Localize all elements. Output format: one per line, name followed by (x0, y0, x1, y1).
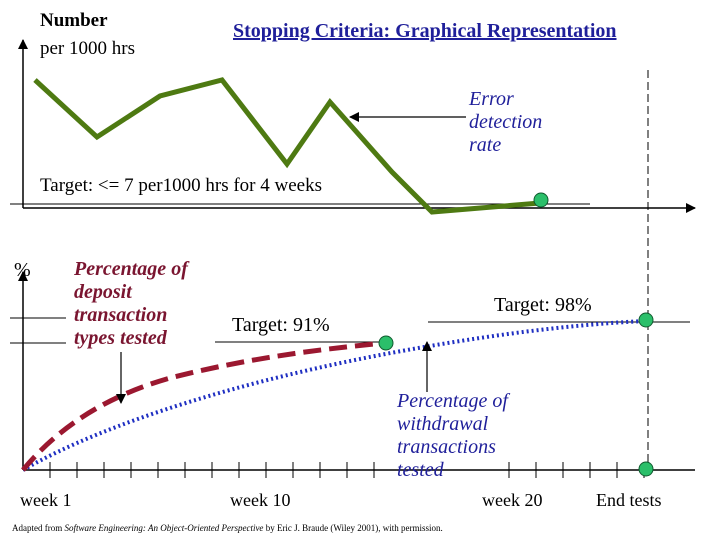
credit-suffix: by Eric J. Braude (Wiley 2001), with per… (263, 523, 443, 533)
deposit-label-line3: transaction (74, 304, 168, 326)
target-98-milestone-dot (638, 312, 654, 328)
withdrawal-label-line1: Percentage of (397, 390, 508, 412)
x-label-end-tests: End tests (596, 490, 662, 510)
top-target-label: Target: <= 7 per1000 hrs for 4 weeks (40, 175, 322, 196)
credit-prefix: Adapted from (12, 523, 65, 533)
target-98-label: Target: 98% (494, 294, 592, 316)
error-rate-label-line3: rate (469, 134, 502, 156)
deposit-curve (21, 340, 386, 472)
withdrawal-label-line2: withdrawal (397, 413, 489, 435)
top-milestone-dot (533, 192, 549, 208)
error-rate-label-line1: Error (469, 88, 514, 110)
x-axis-ticks (49, 462, 645, 478)
deposit-label-line2: deposit (74, 281, 132, 303)
target-91-label: Target: 91% (232, 314, 330, 336)
top-y-label-line1: Number (40, 10, 108, 31)
bottom-y-label: % (14, 259, 31, 281)
top-y-label-line2: per 1000 hrs (40, 38, 135, 59)
x-label-week1: week 1 (20, 490, 72, 510)
credit-line: Adapted from Software Engineering: An Ob… (12, 523, 443, 533)
withdrawal-label-line4: tested (397, 459, 444, 481)
credit-title: Software Engineering: An Object-Oriented… (64, 523, 264, 533)
withdrawal-curve (22, 319, 646, 472)
deposit-label-line1: Percentage of (74, 258, 188, 280)
slide-title: Stopping Criteria: Graphical Representat… (233, 20, 617, 42)
error-detection-rate-line (33, 77, 541, 215)
deposit-label-line4: types tested (74, 327, 167, 349)
x-label-week10: week 10 (230, 490, 291, 510)
deposit-milestone-dot (378, 335, 394, 351)
withdrawal-label-line3: transactions (397, 436, 496, 458)
error-rate-label-line2: detection (469, 111, 543, 133)
end-tests-milestone-dot (638, 461, 654, 477)
x-label-week20: week 20 (482, 490, 543, 510)
